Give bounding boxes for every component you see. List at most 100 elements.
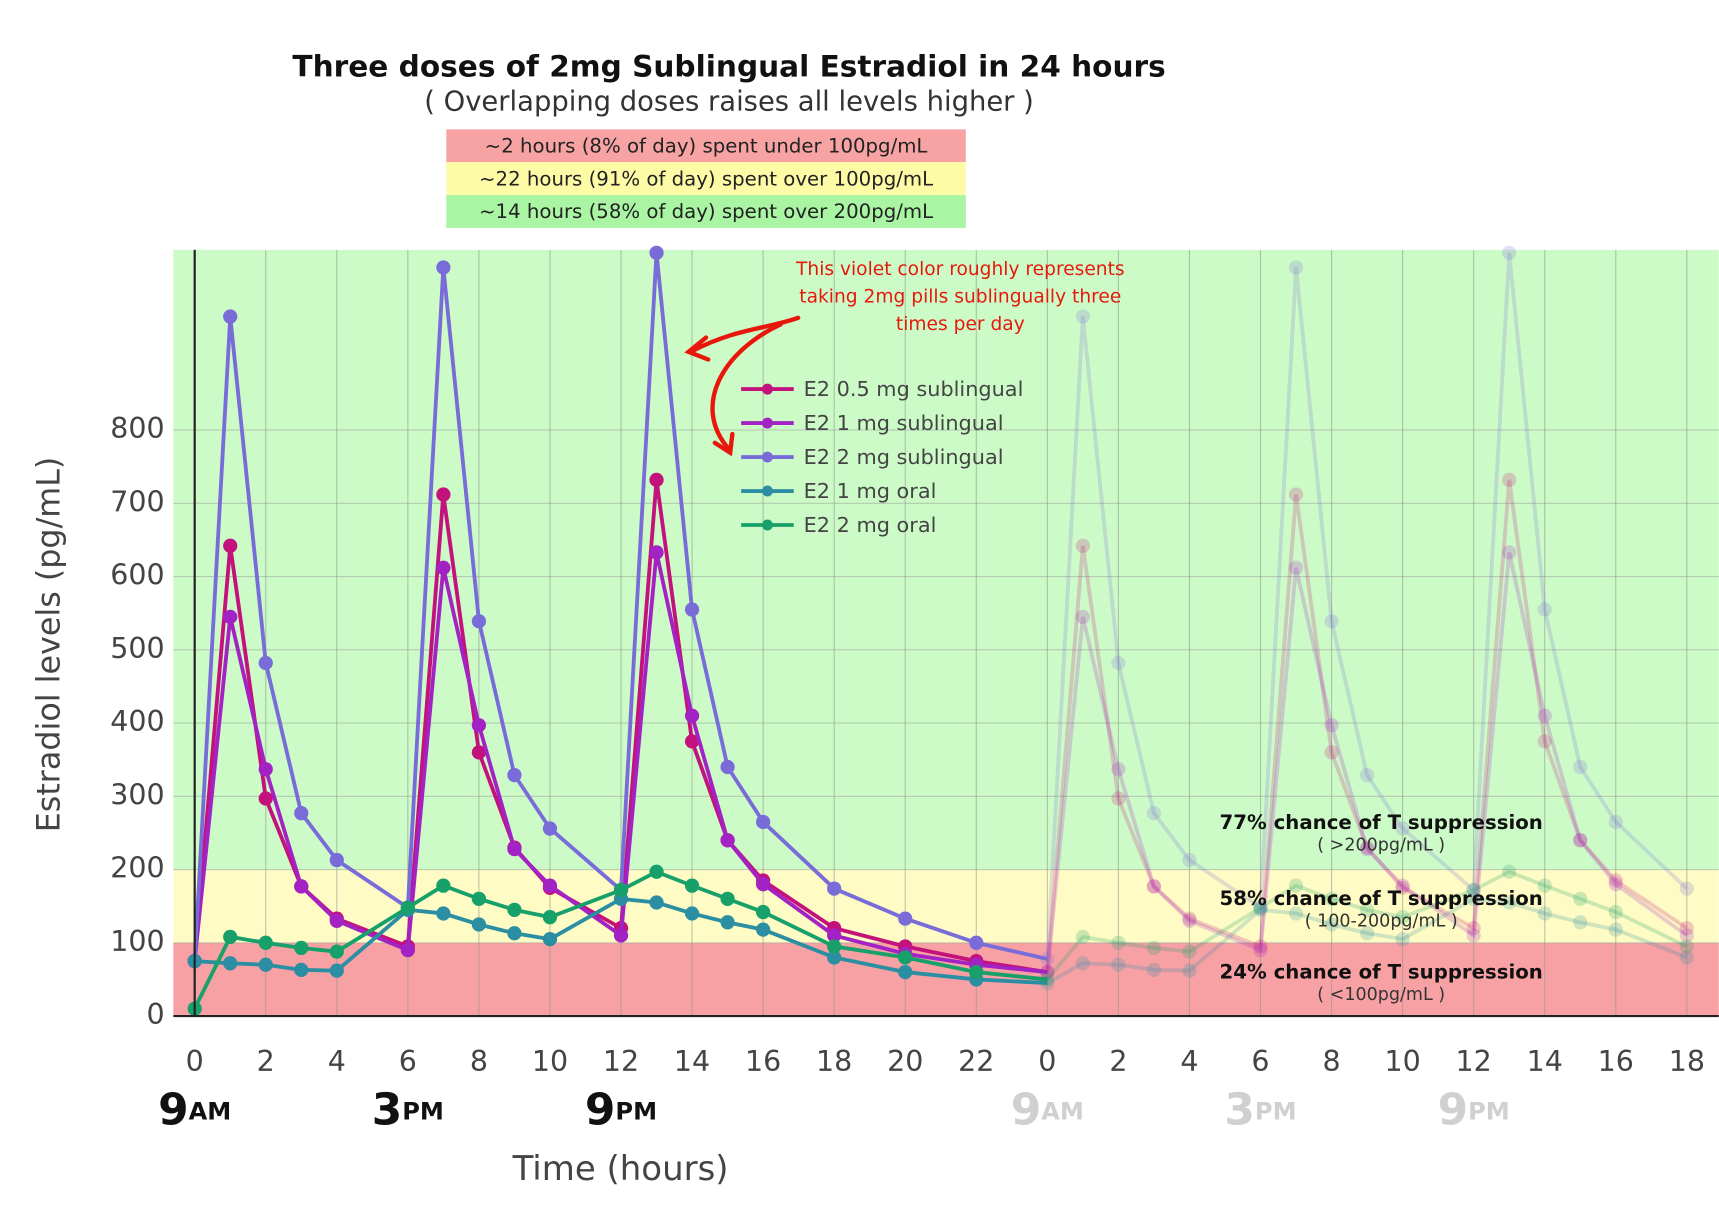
data-point xyxy=(542,932,558,947)
y-tick-label: 600 xyxy=(110,559,164,592)
data-point xyxy=(1111,655,1126,671)
time-suffix: AM xyxy=(189,1097,232,1125)
data-point xyxy=(1537,906,1552,921)
time-hour: 9 xyxy=(158,1084,189,1135)
data-point xyxy=(1573,759,1588,775)
time-hour: 3 xyxy=(1224,1084,1254,1135)
data-point xyxy=(755,904,771,920)
x-tick-label: 12 xyxy=(1456,1045,1492,1078)
series-line xyxy=(1046,896,1688,985)
data-point xyxy=(436,260,451,275)
time-suffix: AM xyxy=(1041,1097,1084,1125)
x-tick-label: 0 xyxy=(1038,1045,1056,1078)
data-point xyxy=(1537,878,1552,893)
data-point xyxy=(1537,708,1552,723)
data-point xyxy=(1288,906,1304,921)
arrow-head xyxy=(712,431,735,457)
y-tick-label: 200 xyxy=(110,852,164,885)
data-point xyxy=(1466,882,1481,898)
data-point xyxy=(1146,879,1162,894)
data-point xyxy=(720,759,735,775)
data-point xyxy=(1502,245,1517,260)
data-point xyxy=(649,472,664,488)
data-point xyxy=(507,902,522,917)
legend-label: E2 1 mg sublingual xyxy=(804,411,1004,435)
data-point xyxy=(1573,833,1588,848)
data-point xyxy=(1537,602,1552,617)
data-point xyxy=(1502,895,1517,910)
data-point xyxy=(1040,972,1055,987)
data-point xyxy=(755,814,771,830)
series-line xyxy=(1045,869,1688,981)
data-point xyxy=(1395,932,1410,947)
data-point xyxy=(1111,762,1126,777)
x-tick-label: 10 xyxy=(532,1045,568,1078)
band-label: 24% chance of T suppression xyxy=(1220,960,1543,983)
data-point xyxy=(507,841,522,857)
arrow-head xyxy=(684,335,711,362)
data-point xyxy=(1679,881,1694,896)
data-point xyxy=(1111,957,1126,972)
background-layer xyxy=(173,249,1719,1017)
summary-box xyxy=(446,129,966,163)
y-tick-label: 0 xyxy=(146,998,164,1031)
data-point xyxy=(827,950,842,965)
data-point xyxy=(258,791,273,806)
x-tick-label: 2 xyxy=(257,1045,275,1078)
data-point xyxy=(1182,963,1197,978)
data-point xyxy=(649,895,664,910)
data-point xyxy=(1324,745,1339,760)
time-label: 3PM xyxy=(372,1084,444,1135)
time-hour: 9 xyxy=(585,1084,616,1135)
y-tick-label: 500 xyxy=(110,632,164,665)
data-point xyxy=(542,910,558,925)
chart-subtitle: ( Overlapping doses raises all levels hi… xyxy=(424,87,1034,118)
data-point xyxy=(1253,900,1268,915)
time-label: 9PM xyxy=(1438,1084,1510,1135)
data-point xyxy=(1182,852,1197,868)
data-point xyxy=(1466,921,1481,936)
legend-marker xyxy=(761,451,773,463)
data-point xyxy=(400,942,415,958)
data-point xyxy=(1466,882,1481,898)
x-tick-label: 2 xyxy=(1109,1045,1127,1078)
arrow-curve xyxy=(690,315,801,353)
legend-marker xyxy=(761,417,773,429)
summary-box xyxy=(446,195,966,228)
x-tick-label: 14 xyxy=(674,1045,710,1078)
data-point xyxy=(1182,913,1197,928)
band-sublabel: ( 100-200pg/mL ) xyxy=(1305,912,1458,932)
data-point xyxy=(720,915,735,930)
x-tick-label: 4 xyxy=(328,1045,346,1078)
data-point xyxy=(1395,880,1410,895)
data-point xyxy=(755,877,771,892)
data-point xyxy=(1146,806,1162,821)
data-point xyxy=(1359,840,1375,855)
x-tick-label: 18 xyxy=(816,1045,852,1078)
summary-text: ~14 hours (58% of day) spent over 200pg/… xyxy=(479,200,933,223)
data-point xyxy=(1111,935,1126,950)
band-label: 77% chance of T suppression xyxy=(1220,811,1543,834)
legend-label: E2 2 mg oral xyxy=(804,513,937,537)
x-tick-label: 10 xyxy=(1384,1045,1420,1078)
x-tick-label: 16 xyxy=(1598,1045,1634,1078)
data-point xyxy=(1608,922,1623,937)
data-point xyxy=(223,956,238,971)
data-point xyxy=(1466,891,1481,906)
data-point xyxy=(1324,917,1339,932)
band-label: 58% chance of T suppression xyxy=(1220,887,1543,910)
data-point xyxy=(329,944,344,959)
data-point xyxy=(827,939,842,954)
data-point xyxy=(542,821,558,836)
data-point xyxy=(1502,545,1517,560)
series-line xyxy=(1045,252,1689,960)
data-point xyxy=(1608,904,1623,920)
x-tick-label: 8 xyxy=(1322,1045,1340,1078)
data-point xyxy=(223,609,238,624)
data-point xyxy=(1253,939,1268,954)
x-tick-label: 14 xyxy=(1527,1045,1563,1078)
data-point xyxy=(471,917,487,932)
time-label: 9PM xyxy=(585,1084,657,1135)
data-point xyxy=(436,878,451,893)
data-point xyxy=(1146,879,1162,894)
